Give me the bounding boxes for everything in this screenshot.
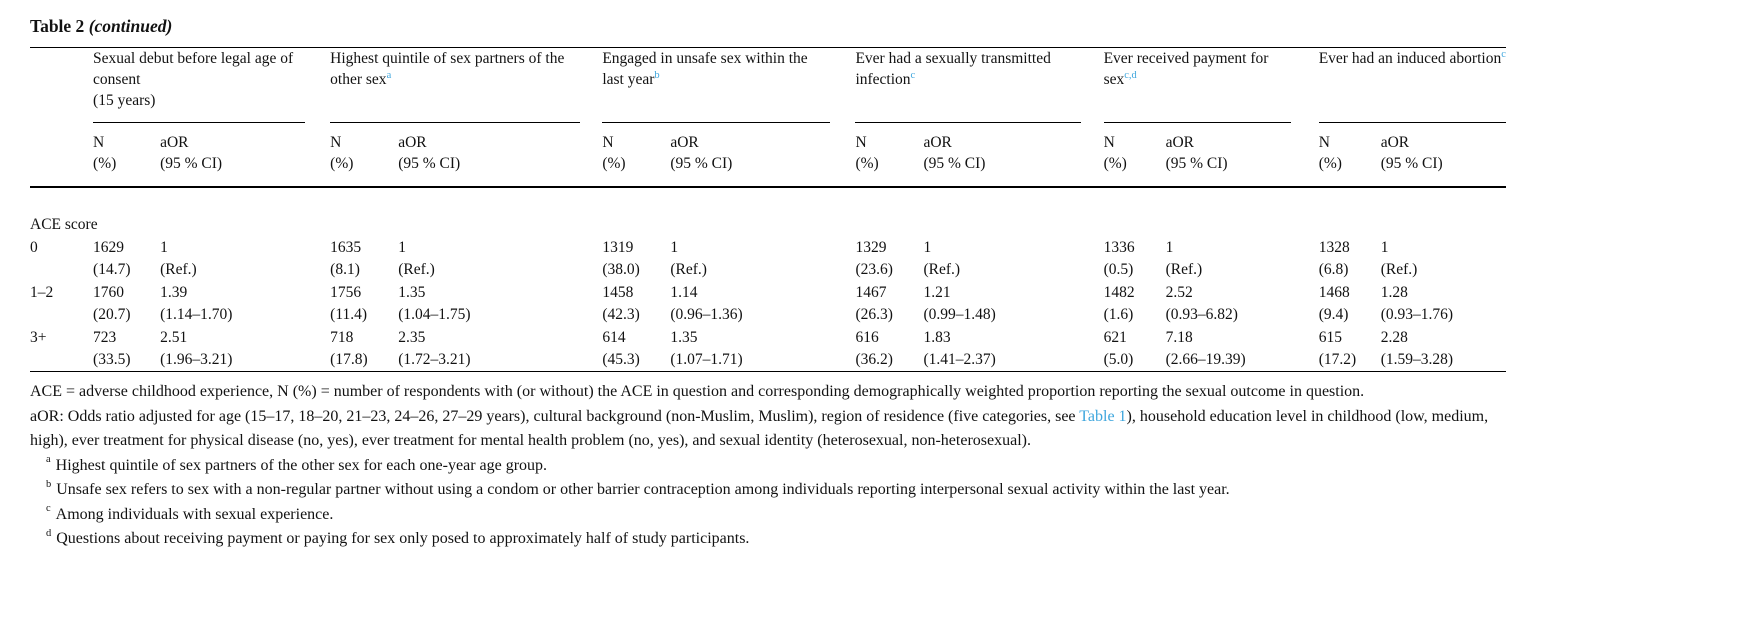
- cell-n: 1629 (14.7): [93, 238, 131, 278]
- cell-n: 1467 (26.3): [855, 283, 893, 323]
- section-row: ACE score: [30, 214, 1506, 237]
- cell-n: 1329 (23.6): [855, 238, 893, 278]
- results-table: Sexual debut before legal age of consent…: [30, 47, 1506, 372]
- top-rule: [30, 47, 1506, 48]
- subheader-n: N (%): [855, 133, 879, 172]
- cell-n: 616 (36.2): [855, 328, 893, 368]
- cell-aor: 1 (Ref.): [160, 238, 197, 278]
- column-group-row: Sexual debut before legal age of consent…: [30, 48, 1506, 123]
- row-label: 0: [30, 238, 38, 256]
- table-title-continued: (continued): [88, 16, 173, 36]
- cell-n: 1319 (38.0): [602, 238, 640, 278]
- footnote-ref-a-icon[interactable]: a: [386, 69, 392, 81]
- cell-aor: 1 (Ref.): [1165, 238, 1203, 278]
- footnote-b: b Unsafe sex refers to sex with a non-reg…: [46, 478, 1230, 498]
- bottom-rule: [30, 371, 1506, 372]
- footnote-d: d Questions about receiving payment or pa…: [46, 527, 750, 547]
- cell-n: 1336 (0.5): [1103, 238, 1135, 278]
- group-header-sti: Ever had a sexually transmitted infectio…: [855, 48, 1081, 123]
- paper-page: Table 2 (continued) Sexual debut before …: [30, 16, 1520, 552]
- cell-n: 1482 (1.6): [1103, 283, 1135, 323]
- row-ace-3plus: 3+ 723 (33.5) 2.51 (1.96–3.21) 718 (17.8) 2…: [30, 327, 1506, 372]
- cell-aor: 1.39 (1.14–1.70): [160, 283, 233, 323]
- group-header-payment: Ever received payment for sexc,d: [1103, 48, 1291, 123]
- footnote-ref-cd-icon[interactable]: c,d: [1124, 69, 1137, 81]
- cell-n: 1756 (11.4): [330, 283, 368, 323]
- cell-n: 718 (17.8): [330, 328, 368, 368]
- cell-n: 615 (17.2): [1318, 328, 1357, 368]
- cell-aor: 2.52 (0.93–6.82): [1165, 283, 1238, 323]
- subheader-n: N (%): [602, 133, 626, 172]
- cell-n: 1468 (9.4): [1318, 283, 1350, 323]
- cell-aor: 2.51 (1.96–3.21): [160, 328, 233, 368]
- row-label: 3+: [30, 328, 47, 346]
- cell-aor: 1 (Ref.): [1380, 238, 1418, 278]
- subheader-n: N (%): [1318, 133, 1342, 172]
- footnote-a: a Highest quintile of sex partners of the…: [46, 454, 548, 474]
- cell-n: 723 (33.5): [93, 328, 131, 368]
- subheader-aor: aOR (95 % CI): [923, 133, 986, 172]
- cell-n: 1635 (8.1): [330, 238, 362, 278]
- cell-n: 614 (45.3): [602, 328, 640, 368]
- row-ace-0: 0 1629 (14.7) 1 (Ref.) 1635 (8.1) 1 (Ref.) 1…: [30, 237, 1506, 282]
- subheader-row: N (%) aOR (95 % CI) N (%) aOR (95 % CI) …: [30, 122, 1506, 187]
- footnote-ace-definition: ACE = adverse childhood experience, N (%…: [30, 383, 1365, 400]
- cell-aor: 1.14 (0.96–1.36): [670, 283, 743, 323]
- cell-aor: 2.28 (1.59–3.28): [1380, 328, 1454, 368]
- cell-aor: 1.21 (0.99–1.48): [923, 283, 996, 323]
- cell-aor: 1.83 (1.41–2.37): [923, 328, 996, 368]
- footnote-ref-c-icon[interactable]: c: [910, 69, 916, 81]
- footnote-d-marker: d: [46, 527, 52, 539]
- footnotes: ACE = adverse childhood experience, N (%…: [30, 380, 1512, 552]
- group-header-partners-quintile: Highest quintile of sex partners of the …: [330, 48, 581, 123]
- cell-aor: 1.35 (1.04–1.75): [398, 283, 471, 323]
- subheader-aor: aOR (95 % CI): [160, 133, 223, 172]
- table-title-number: Table 2: [30, 16, 85, 36]
- group-header-sexual-debut: Sexual debut before legal age of consent…: [93, 48, 306, 123]
- section-label: ACE score: [30, 215, 98, 233]
- cell-aor: 1.28 (0.93–1.76): [1380, 283, 1454, 323]
- subheader-n: N (%): [1103, 133, 1127, 172]
- cell-aor: 2.35 (1.72–3.21): [398, 328, 471, 368]
- footnote-b-marker: b: [46, 478, 52, 490]
- table-1-link[interactable]: Table 1: [1079, 407, 1127, 425]
- table-title: Table 2 (continued): [30, 16, 1520, 37]
- cell-aor: 1 (Ref.): [923, 238, 961, 278]
- row-label: 1–2: [30, 283, 54, 301]
- cell-n: 1458 (42.3): [602, 283, 640, 323]
- subheader-aor: aOR (95 % CI): [1165, 133, 1228, 172]
- footnote-c: c Among individuals with sexual experienc…: [46, 503, 334, 523]
- cell-n: 1328 (6.8): [1318, 238, 1350, 278]
- footnote-c-marker: c: [46, 503, 51, 515]
- footnote-ref-b-icon[interactable]: b: [654, 69, 660, 81]
- footnote-ref-c2-icon[interactable]: c: [1501, 48, 1506, 60]
- subheader-n: N (%): [330, 133, 354, 172]
- cell-n: 621 (5.0): [1103, 328, 1134, 368]
- cell-aor: 1 (Ref.): [398, 238, 435, 278]
- cell-aor: 1 (Ref.): [670, 238, 707, 278]
- subheader-n: N (%): [93, 133, 117, 172]
- cell-aor: 1.35 (1.07–1.71): [670, 328, 743, 368]
- group-header-abortion: Ever had an induced abortionc: [1318, 48, 1506, 123]
- cell-n: 1760 (20.7): [93, 283, 131, 323]
- group-header-unsafe-sex: Engaged in unsafe sex within the last ye…: [602, 48, 831, 123]
- subheader-aor: aOR (95 % CI): [398, 133, 461, 172]
- footnote-a-marker: a: [46, 454, 51, 466]
- row-ace-1-2: 1–2 1760 (20.7) 1.39 (1.14–1.70) 1756 (11.4…: [30, 282, 1506, 327]
- footnote-aor-definition: aOR: Odds ratio adjusted for age (15–17,…: [30, 407, 1489, 450]
- subheader-aor: aOR (95 % CI): [1380, 133, 1443, 172]
- cell-aor: 7.18 (2.66–19.39): [1165, 328, 1246, 368]
- subheader-aor: aOR (95 % CI): [670, 133, 733, 172]
